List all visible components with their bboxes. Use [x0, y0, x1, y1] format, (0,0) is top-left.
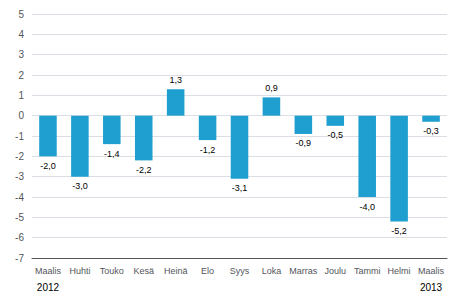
svg-text:5: 5 [18, 9, 24, 20]
svg-text:-5,2: -5,2 [391, 226, 407, 236]
svg-text:-0,9: -0,9 [296, 138, 312, 148]
svg-text:-1,2: -1,2 [200, 145, 216, 155]
svg-text:Marras: Marras [289, 266, 318, 276]
svg-text:1: 1 [18, 90, 24, 101]
svg-text:3: 3 [18, 49, 24, 60]
svg-text:Maalis: Maalis [35, 266, 62, 276]
svg-text:-2,0: -2,0 [40, 161, 56, 171]
svg-text:Huhti: Huhti [69, 266, 90, 276]
svg-text:Heinä: Heinä [164, 266, 188, 276]
svg-text:-3,0: -3,0 [72, 181, 88, 191]
svg-text:2013: 2013 [420, 282, 443, 293]
svg-text:-3,1: -3,1 [232, 183, 248, 193]
svg-text:Helmi: Helmi [388, 266, 411, 276]
svg-text:2012: 2012 [37, 282, 60, 293]
svg-text:-1: -1 [15, 131, 24, 142]
svg-text:-7: -7 [15, 253, 24, 264]
svg-text:0,9: 0,9 [265, 83, 278, 93]
svg-text:1,3: 1,3 [169, 75, 182, 85]
svg-text:-3: -3 [15, 171, 24, 182]
svg-text:0: 0 [18, 110, 24, 121]
svg-text:-0,3: -0,3 [423, 126, 439, 136]
svg-text:-5: -5 [15, 212, 24, 223]
svg-text:2: 2 [18, 70, 24, 81]
svg-text:Kesä: Kesä [133, 266, 154, 276]
svg-text:Loka: Loka [262, 266, 282, 276]
svg-text:-1,4: -1,4 [104, 149, 120, 159]
svg-text:Maalis: Maalis [418, 266, 445, 276]
svg-text:Joulu: Joulu [325, 266, 347, 276]
svg-text:Syys: Syys [230, 266, 250, 276]
svg-text:-4: -4 [15, 192, 24, 203]
svg-text:Elo: Elo [201, 266, 214, 276]
svg-text:-0,5: -0,5 [328, 130, 344, 140]
svg-text:Touko: Touko [100, 266, 124, 276]
svg-text:4: 4 [18, 29, 24, 40]
svg-text:-2,2: -2,2 [136, 165, 152, 175]
svg-text:-2: -2 [15, 151, 24, 162]
svg-text:Tammi: Tammi [354, 266, 381, 276]
svg-text:-4,0: -4,0 [359, 202, 375, 212]
svg-text:-6: -6 [15, 232, 24, 243]
